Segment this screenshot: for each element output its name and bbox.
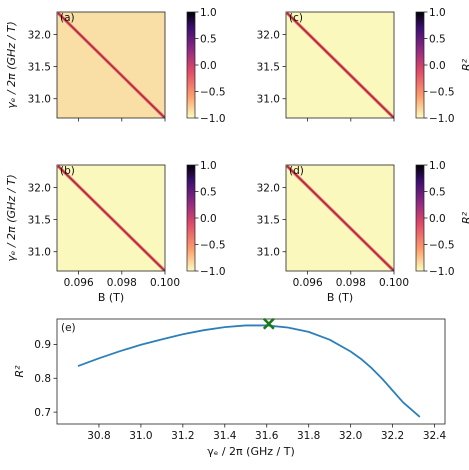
- line-panel-e: (e) 30.8 31.0 31.2 31.4 31.6 31.8 32.0 32.2 32.4 0…: [13, 317, 447, 458]
- x-tick-label: 32.0: [339, 430, 362, 442]
- x-tick-label: 0.096: [293, 277, 323, 289]
- colorbar-tick-label: 0.0: [200, 213, 217, 225]
- colorbar-tick-label: −1.0: [200, 113, 226, 125]
- colorbar-tick-label: −1.0: [200, 266, 226, 278]
- colorbar: [186, 164, 196, 272]
- colorbar: [186, 11, 196, 119]
- colorbar-tick-label: −1.0: [429, 266, 455, 278]
- colorbar-tick-label: −0.5: [429, 239, 455, 251]
- colorbar-tick-label: 0.0: [429, 60, 446, 72]
- colorbar-tick-label: 0.0: [429, 213, 446, 225]
- y-tick-label: 31.0: [28, 94, 51, 106]
- panel-label: (d): [289, 165, 304, 177]
- y-axis-label: γₑ / 2π (GHz / T): [5, 174, 18, 261]
- x-axis-label: B (T): [98, 291, 124, 304]
- y-tick-label: 31.0: [28, 247, 51, 259]
- x-tick-label: 0.098: [107, 277, 137, 289]
- marker-stroke: [262, 317, 275, 330]
- x-tick-label: 31.6: [255, 430, 279, 442]
- x-tick-label: 31.2: [171, 430, 194, 442]
- diagonal-band-core: [57, 165, 165, 271]
- colorbar-tick-label: 1.0: [429, 7, 446, 19]
- heatmap-panels: (a) 32.0 31.5 31.0 γₑ / 2π (GHz / T) 1.0 0.5 0.…: [5, 7, 469, 304]
- colorbar-tick-label: −0.5: [200, 86, 226, 98]
- x-tick-label: 0.098: [336, 277, 366, 289]
- heatmap-panel: (b) 32.0 31.5 31.0 0.096 0.098 0.100 γₑ / 2π (G…: [5, 160, 226, 304]
- y-tick-label: 31.5: [257, 214, 280, 226]
- y-tick-label: 32.0: [257, 182, 280, 194]
- colorbar-tick-label: 1.0: [429, 160, 446, 172]
- panel-label: (a): [60, 12, 75, 24]
- x-tick-label: 31.8: [297, 430, 320, 442]
- diagonal-band-core: [286, 165, 394, 271]
- x-axis-label: γₑ / 2π (GHz / T): [207, 445, 294, 458]
- heatmap-frame: [285, 164, 395, 272]
- heatmap-diagonal-band: [286, 12, 394, 118]
- x-tick-label: 31.0: [129, 430, 152, 442]
- y-tick-label: 32.0: [28, 182, 51, 194]
- x-tick-label: 0.096: [64, 277, 94, 289]
- panel-label: (c): [289, 12, 303, 24]
- y-tick-label: 31.5: [28, 61, 51, 73]
- series-line: [77, 324, 421, 418]
- colorbar: [415, 11, 425, 119]
- x-tick-label: 0.100: [379, 277, 409, 289]
- colorbar-tick-label: 0.5: [200, 33, 217, 45]
- plot-area: [56, 318, 446, 425]
- colorbar-tick-label: 1.0: [200, 160, 217, 172]
- heatmap-frame: [56, 11, 166, 119]
- x-tick-label: 30.8: [87, 430, 110, 442]
- y-tick-label: 31.5: [28, 214, 51, 226]
- x-tick-label: 32.4: [423, 430, 447, 442]
- y-tick-label: 31.0: [257, 247, 280, 259]
- diagonal-band-core: [286, 12, 394, 118]
- colorbar-tick-label: −0.5: [429, 86, 455, 98]
- colorbar-label: R²: [460, 58, 469, 71]
- diagonal-band-core: [57, 12, 165, 118]
- colorbar-tick-label: −0.5: [200, 239, 226, 251]
- y-tick-label: 32.0: [28, 29, 51, 41]
- y-tick-label: 0.9: [34, 339, 51, 351]
- panel-label: (e): [61, 322, 76, 334]
- x-tick-label: 31.4: [213, 430, 237, 442]
- colorbar-tick-label: 0.5: [200, 186, 217, 198]
- heatmap-panel: (d) 32.0 31.5 31.0 0.096 0.098 0.100 B (T) 1.0 0.…: [257, 160, 469, 304]
- heatmap-panel: (a) 32.0 31.5 31.0 γₑ / 2π (GHz / T) 1.0 0.5 0.…: [5, 7, 226, 125]
- colorbar-tick-label: 0.0: [200, 60, 217, 72]
- y-tick-label: 32.0: [257, 29, 280, 41]
- colorbar: [415, 164, 425, 272]
- colorbar-tick-label: 0.5: [429, 33, 446, 45]
- heatmap-panel: (c) 32.0 31.5 31.0 1.0 0.5 0.0 −0.5 −1.0 R²: [257, 7, 469, 125]
- x-tick-label: 0.100: [150, 277, 180, 289]
- heatmap-diagonal-band: [57, 12, 165, 118]
- max-marker: [262, 317, 275, 330]
- y-tick-label: 31.0: [257, 94, 280, 106]
- colorbar-label: R²: [460, 211, 469, 224]
- x-axis-label: B (T): [327, 291, 353, 304]
- y-axis-label: R²: [13, 365, 26, 378]
- heatmap-frame: [56, 164, 166, 272]
- colorbar-tick-label: −1.0: [429, 113, 455, 125]
- colorbar-tick-label: 1.0: [200, 7, 217, 19]
- y-axis-label: γₑ / 2π (GHz / T): [5, 21, 18, 108]
- colorbar-tick-label: 0.5: [429, 186, 446, 198]
- panel-label: (b): [60, 165, 75, 177]
- x-tick-label: 32.2: [381, 430, 404, 442]
- y-tick-label: 0.8: [34, 373, 51, 385]
- heatmap-frame: [285, 11, 395, 119]
- y-tick-label: 0.7: [34, 407, 51, 419]
- heatmap-diagonal-band: [57, 165, 165, 271]
- y-tick-label: 31.5: [257, 61, 280, 73]
- heatmap-diagonal-band: [286, 165, 394, 271]
